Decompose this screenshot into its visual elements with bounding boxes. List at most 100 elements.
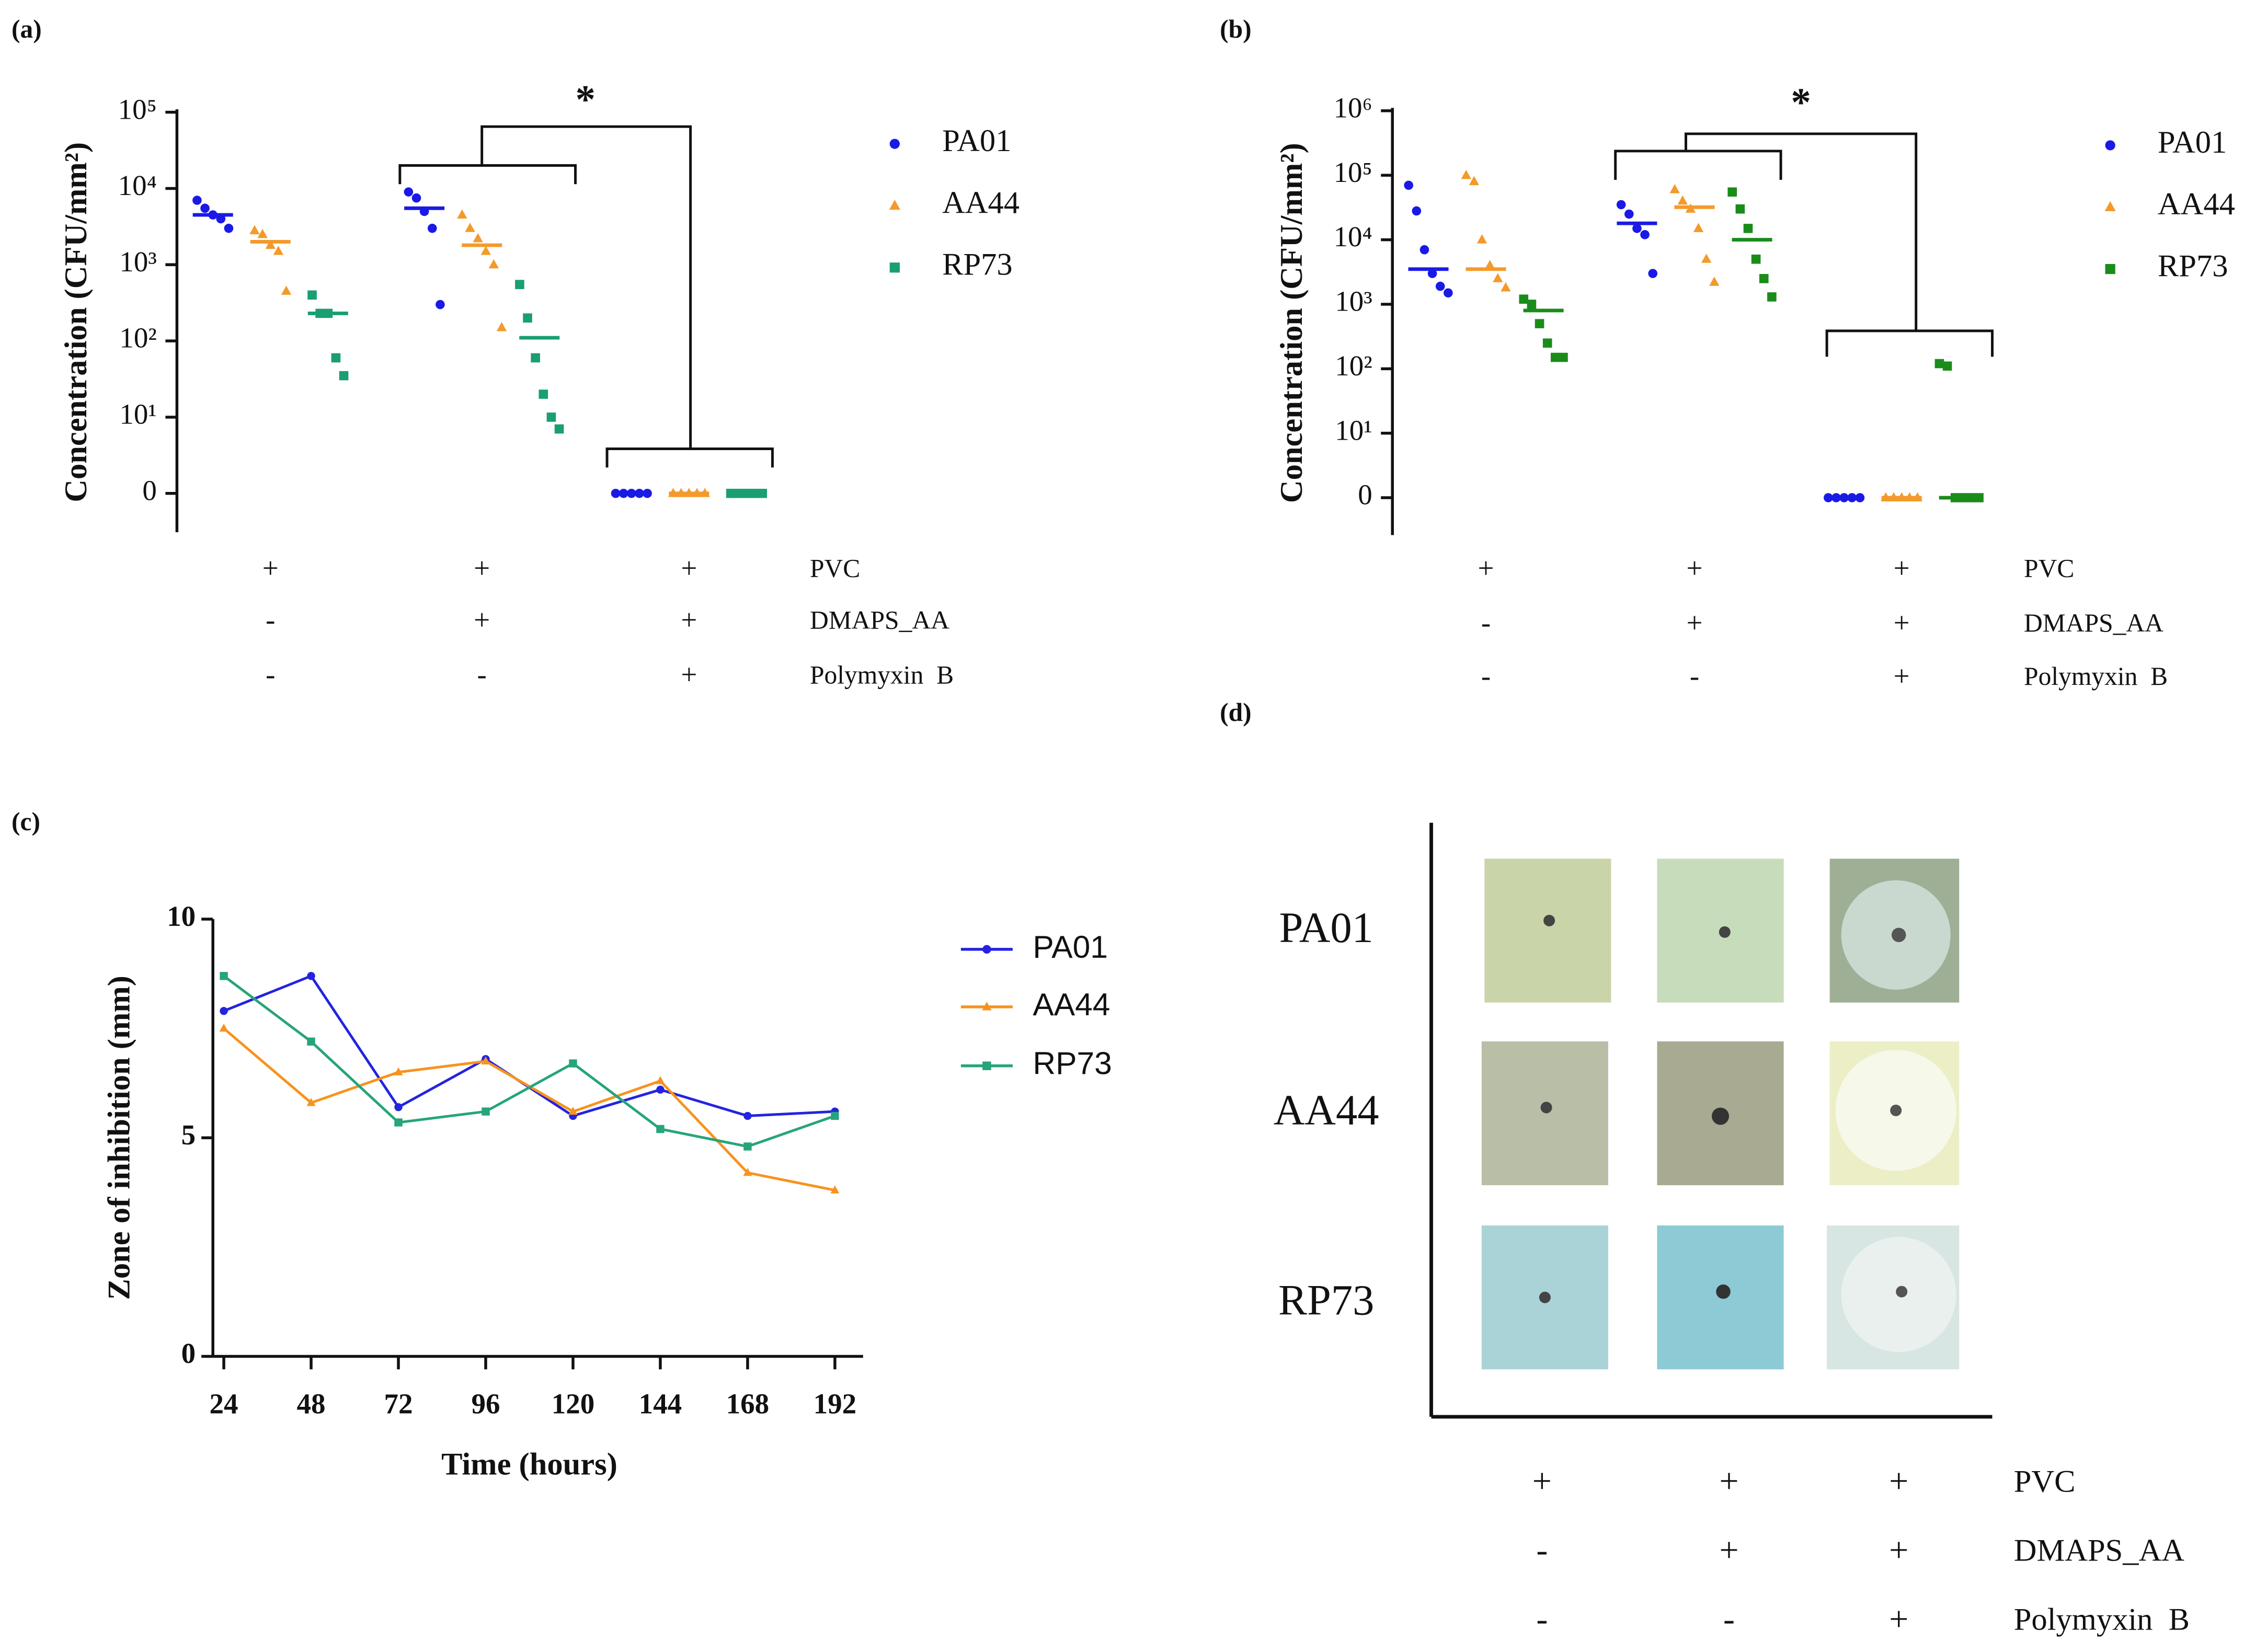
condition-sign: - — [1481, 660, 1491, 692]
x-tick-label: 24 — [210, 1387, 238, 1419]
x-tick-label: 48 — [297, 1387, 326, 1419]
condition-sign: + — [1686, 607, 1702, 639]
marker — [531, 353, 540, 363]
marker — [743, 1168, 752, 1176]
condition-sign: - — [1536, 1531, 1548, 1569]
well — [1539, 1291, 1551, 1303]
legend-label: AA44 — [2158, 187, 2235, 222]
marker — [488, 259, 499, 269]
condition-label: DMAPS_AA — [810, 606, 949, 635]
marker — [404, 187, 414, 197]
condition-label: PVC — [2024, 554, 2074, 583]
marker — [1519, 294, 1529, 304]
condition-sign: + — [1889, 1531, 1908, 1569]
significance-star: * — [576, 77, 596, 122]
marker — [482, 1107, 490, 1116]
y-tick-label: 10³ — [119, 246, 157, 278]
marker — [1767, 292, 1777, 302]
row-label: PA01 — [1279, 903, 1373, 951]
well — [1896, 1286, 1908, 1298]
y-tick-label: 10¹ — [1335, 414, 1372, 446]
significance-bracket — [605, 448, 774, 468]
marker — [331, 353, 341, 363]
marker — [515, 280, 524, 289]
marker — [1559, 352, 1568, 362]
marker — [656, 1076, 665, 1084]
condition-label: Polymyxin B — [810, 660, 954, 689]
condition-sign: + — [474, 552, 490, 584]
y-tick-label: 10² — [1335, 350, 1372, 382]
panel-label: (b) — [1220, 15, 1252, 43]
marker — [273, 246, 284, 255]
marker — [554, 424, 564, 434]
marker — [1501, 282, 1511, 292]
condition-sign: - — [477, 659, 487, 691]
marker — [743, 1111, 752, 1120]
data-line — [223, 1027, 835, 1192]
marker — [1759, 274, 1769, 283]
marker — [1535, 319, 1544, 328]
marker — [523, 313, 532, 323]
marker — [1677, 195, 1688, 205]
marker — [1942, 361, 1952, 371]
marker — [1727, 187, 1737, 197]
panel-d-images — [1429, 822, 1993, 1419]
marker — [982, 1002, 992, 1011]
significance-bracket — [1825, 329, 1994, 357]
marker — [220, 972, 228, 980]
y-tick-label: 0 — [181, 1337, 196, 1369]
condition-label: Polymyxin B — [2014, 1602, 2190, 1637]
marker — [457, 209, 467, 219]
significance-star: * — [1791, 79, 1811, 124]
marker — [224, 223, 234, 233]
marker — [1444, 288, 1453, 298]
marker — [436, 300, 445, 309]
marker — [1616, 200, 1626, 210]
condition-sign: - — [1723, 1600, 1735, 1638]
y-tick-label: 0 — [1358, 479, 1372, 511]
marker — [265, 239, 276, 249]
legend-label: RP73 — [2158, 248, 2228, 283]
well — [1890, 1105, 1902, 1117]
legend-label: PA01 — [1033, 929, 1108, 965]
marker — [481, 1056, 490, 1065]
marker — [339, 371, 349, 381]
well — [1891, 927, 1906, 943]
y-tick-label: 10 — [167, 900, 196, 932]
x-tick-label: 192 — [814, 1387, 857, 1419]
condition-label: PVC — [810, 554, 860, 583]
marker — [257, 228, 268, 238]
y-tick-label: 10⁴ — [1334, 221, 1372, 253]
marker — [1527, 300, 1537, 309]
marker — [1419, 245, 1429, 255]
well — [1719, 926, 1731, 938]
condition-sign: - — [266, 604, 275, 636]
significance-bracket — [1614, 150, 1782, 180]
condition-sign: + — [1889, 1600, 1908, 1638]
x-axis-label: Time (hours) — [441, 1447, 617, 1482]
x-tick-label: 168 — [726, 1387, 770, 1419]
marker — [1469, 176, 1480, 186]
marker — [306, 1098, 316, 1106]
marker — [1751, 254, 1761, 264]
y-tick-label: 0 — [142, 474, 157, 506]
photo — [1481, 1041, 1608, 1186]
legend-label: PA01 — [942, 123, 1011, 158]
marker — [220, 1007, 228, 1015]
legend-label: AA44 — [1033, 986, 1110, 1022]
x-tick-label: 72 — [384, 1387, 413, 1419]
panel-label: (d) — [1220, 698, 1252, 727]
well — [1543, 914, 1555, 926]
condition-sign: + — [1532, 1462, 1552, 1500]
marker — [1624, 209, 1634, 219]
marker — [830, 1185, 840, 1194]
marker — [1476, 234, 1487, 244]
legend-label: AA44 — [942, 185, 1020, 220]
marker — [2104, 201, 2116, 211]
condition-sign: + — [681, 659, 697, 691]
marker — [889, 262, 900, 273]
marker — [1542, 338, 1552, 348]
row-label: RP73 — [1278, 1276, 1374, 1324]
